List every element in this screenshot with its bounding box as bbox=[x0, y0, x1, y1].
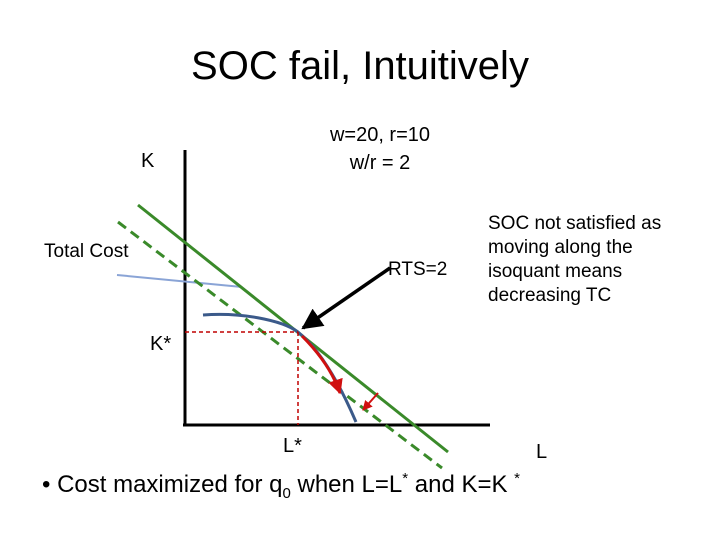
bullet-marker: • bbox=[42, 471, 51, 498]
price-ratio-line-2: w/r = 2 bbox=[349, 152, 411, 174]
bullet-point: • Cost maximized for q0 when L=L* and K=… bbox=[42, 470, 520, 502]
l-star-label: L* bbox=[283, 435, 302, 457]
movement-along-isoquant-arrow bbox=[300, 334, 343, 395]
decreasing-tc-arrow bbox=[362, 392, 379, 411]
rts-arrow bbox=[301, 266, 391, 330]
bullet-subscript: 0 bbox=[282, 484, 291, 502]
bullet-sup-2: * bbox=[514, 470, 521, 487]
soc-note: SOC not satisfied as moving along the is… bbox=[488, 213, 662, 306]
bullet-text-before: Cost maximized for q bbox=[57, 471, 283, 498]
bullet-text-after: and K=K bbox=[408, 471, 515, 498]
slide-title: SOC fail, Intuitively bbox=[191, 44, 529, 88]
bullet-sup-1: * bbox=[402, 470, 409, 487]
k-star-label: K* bbox=[150, 333, 172, 355]
isoquant-curve bbox=[202, 312, 358, 423]
k-axis-label: K bbox=[141, 150, 155, 172]
total-cost-pointer bbox=[116, 274, 243, 288]
total-cost-label: Total Cost bbox=[44, 241, 129, 262]
bullet-text-mid: when L=L bbox=[290, 471, 403, 498]
isocost-line-dashed bbox=[117, 220, 443, 470]
price-ratio-line-1: w=20, r=10 bbox=[329, 124, 431, 146]
l-axis-label: L bbox=[536, 441, 548, 463]
rts-label: RTS=2 bbox=[388, 259, 448, 280]
